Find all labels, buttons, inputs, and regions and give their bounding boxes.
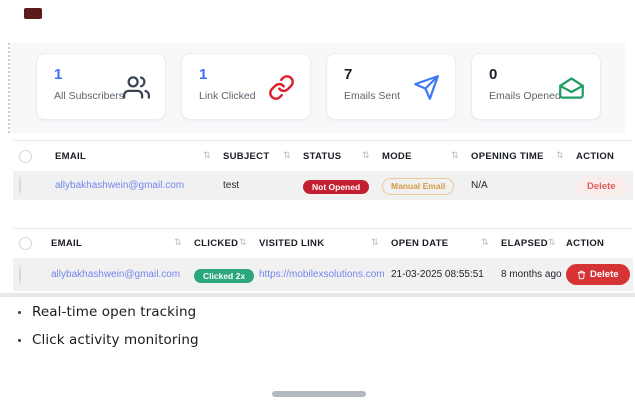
- sort-arrows-icon[interactable]: ⇅: [371, 238, 379, 248]
- link-clicked-label: Link Clicked: [199, 90, 256, 102]
- link-icon: [268, 74, 295, 101]
- select-row-checkbox[interactable]: [19, 175, 21, 195]
- emails-opened-label: Emails Opened: [489, 90, 561, 102]
- clicked-badge: Clicked 2x: [194, 268, 255, 283]
- clicks-table-header: EMAIL ⇅ CLICKED ⇅ VISITED LINK ⇅ OPEN DA…: [13, 228, 633, 258]
- status-badge: Not Opened: [303, 179, 370, 194]
- emails-opened-count: 0: [489, 66, 498, 83]
- all-subscribers-count: 1: [54, 66, 63, 83]
- column-header-email[interactable]: EMAIL ⇅: [51, 238, 182, 249]
- column-header-action: ACTION: [576, 150, 615, 162]
- row-email[interactable]: allybakhashwein@gmail.com: [51, 269, 181, 280]
- list-item: Click activity monitoring: [18, 332, 199, 348]
- mode-badge: Manual Email: [382, 178, 455, 195]
- column-header-action: ACTION: [566, 238, 605, 249]
- top-left-mark: [24, 8, 42, 19]
- column-header-status[interactable]: STATUS ⇅: [303, 150, 370, 162]
- column-header-elapsed[interactable]: ELAPSED ⇅: [501, 238, 556, 249]
- stats-section: 1 All Subscribers 1 Link Clicked 7 Email: [8, 43, 625, 133]
- bullet-dot: [18, 310, 21, 314]
- section-divider: [0, 293, 635, 297]
- sort-arrows-icon[interactable]: ⇅: [174, 238, 182, 248]
- emails-sent-label: Emails Sent: [344, 90, 401, 102]
- select-all-checkbox[interactable]: [19, 237, 32, 250]
- list-item: Real-time open tracking: [18, 304, 199, 320]
- column-header-open-date[interactable]: OPEN DATE ⇅: [391, 238, 489, 249]
- sort-arrows-icon[interactable]: ⇅: [451, 150, 459, 161]
- stat-card-emails-sent: 7 Emails Sent: [326, 53, 456, 120]
- stat-card-all-subscribers: 1 All Subscribers: [36, 53, 166, 120]
- trash-icon: [577, 270, 586, 280]
- column-header-visited-link[interactable]: VISITED LINK ⇅: [259, 238, 379, 249]
- column-header-clicked[interactable]: CLICKED ⇅: [194, 238, 247, 249]
- row-opening-time: N/A: [471, 180, 488, 191]
- users-icon: [123, 74, 150, 101]
- opens-table: EMAIL ⇅ SUBJECT ⇅ STATUS ⇅ MODE ⇅ OPENIN…: [13, 140, 633, 200]
- table-row: allybakhashwein@gmail.com test Not Opene…: [13, 171, 633, 200]
- emails-sent-count: 7: [344, 66, 353, 83]
- column-header-email[interactable]: EMAIL ⇅: [55, 150, 211, 162]
- row-open-date: 21-03-2025 08:55:51: [391, 269, 484, 280]
- delete-button[interactable]: Delete: [566, 264, 630, 285]
- delete-button[interactable]: Delete: [576, 176, 627, 196]
- feature-text: Real-time open tracking: [32, 304, 197, 320]
- all-subscribers-label: All Subscribers: [54, 90, 125, 102]
- clicks-table: EMAIL ⇅ CLICKED ⇅ VISITED LINK ⇅ OPEN DA…: [13, 228, 633, 291]
- bottom-scroll-indicator[interactable]: [272, 391, 366, 397]
- column-header-opening-time[interactable]: OPENING TIME ⇅: [471, 150, 564, 162]
- feature-text: Click activity monitoring: [32, 332, 199, 348]
- mail-open-icon: [558, 74, 585, 101]
- stat-card-emails-opened: 0 Emails Opened: [471, 53, 601, 120]
- send-icon: [413, 74, 440, 101]
- select-all-checkbox[interactable]: [19, 149, 32, 163]
- column-header-mode[interactable]: MODE ⇅: [382, 150, 459, 162]
- visited-link[interactable]: https://mobilexsolutions.com: [259, 269, 385, 280]
- row-elapsed: 8 months ago: [501, 269, 562, 280]
- bullet-dot: [18, 338, 21, 342]
- sort-arrows-icon[interactable]: ⇅: [362, 150, 370, 161]
- stat-card-link-clicked: 1 Link Clicked: [181, 53, 311, 120]
- feature-list: Real-time open tracking Click activity m…: [18, 304, 199, 360]
- sort-arrows-icon[interactable]: ⇅: [481, 238, 489, 248]
- row-email[interactable]: allybakhashwein@gmail.com: [55, 180, 185, 191]
- sort-arrows-icon[interactable]: ⇅: [283, 150, 291, 161]
- opens-table-header: EMAIL ⇅ SUBJECT ⇅ STATUS ⇅ MODE ⇅ OPENIN…: [13, 140, 633, 171]
- sort-arrows-icon[interactable]: ⇅: [239, 238, 247, 248]
- link-clicked-count: 1: [199, 66, 208, 83]
- sort-arrows-icon[interactable]: ⇅: [203, 150, 211, 161]
- column-header-subject[interactable]: SUBJECT ⇅: [223, 150, 291, 162]
- table-row: allybakhashwein@gmail.com Clicked 2x htt…: [13, 258, 633, 291]
- sort-arrows-icon[interactable]: ⇅: [547, 238, 556, 248]
- row-subject: test: [223, 180, 240, 191]
- select-row-checkbox[interactable]: [19, 264, 21, 284]
- sort-arrows-icon[interactable]: ⇅: [556, 150, 564, 161]
